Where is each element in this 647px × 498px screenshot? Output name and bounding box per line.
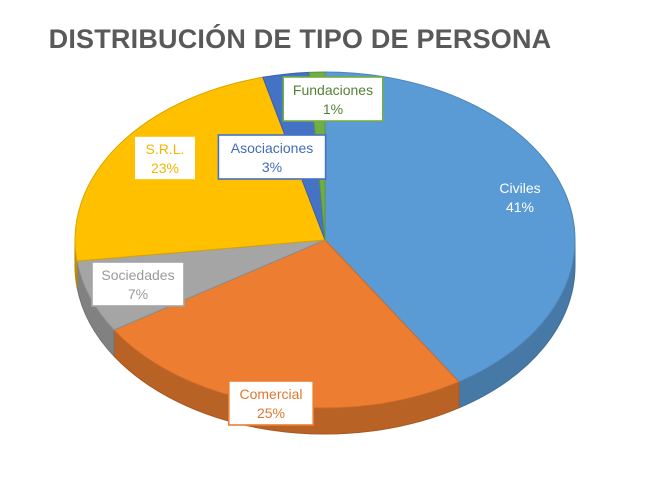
data-label-box: [217, 134, 327, 180]
data-label-box: [91, 261, 185, 307]
data-labels: Civiles 41% Comercial 25% Sociedades 7% S.R.L.…: [91, 76, 541, 426]
slice-s-r-l[interactable]: [74, 76, 326, 262]
data-label-comercial: Comercial 25%: [228, 380, 315, 426]
data-label-box: [133, 135, 197, 181]
data-label-value: 1%: [323, 101, 343, 117]
data-label-value: 25%: [257, 405, 285, 421]
data-label-name: Asociaciones: [231, 140, 314, 156]
data-label-box: [282, 76, 384, 122]
data-label-s-r-l: S.R.L. 23%: [133, 135, 197, 181]
data-label-value: 7%: [128, 286, 148, 302]
data-label-name: Civiles: [499, 180, 540, 196]
data-label-name: S.R.L.: [146, 141, 185, 157]
data-label-name: Fundaciones: [293, 82, 373, 98]
data-label-value: 3%: [262, 159, 282, 175]
slice-civiles[interactable]: [324, 71, 576, 383]
data-label-civiles: Civiles 41%: [499, 180, 540, 215]
data-label-name: Sociedades: [101, 267, 174, 283]
chart-title: DISTRIBUCIÓN DE TIPO DE PERSONA: [48, 24, 552, 54]
data-label-name: Comercial: [239, 386, 302, 402]
data-label-value: 23%: [151, 160, 179, 176]
data-label-asociaciones: Asociaciones 3%: [217, 134, 327, 180]
data-label-box: [228, 380, 315, 426]
data-label-sociedades: Sociedades 7%: [91, 261, 185, 307]
pie-slices: [74, 71, 576, 409]
data-label-fundaciones: Fundaciones 1%: [282, 76, 384, 122]
data-label-value: 41%: [506, 199, 534, 215]
